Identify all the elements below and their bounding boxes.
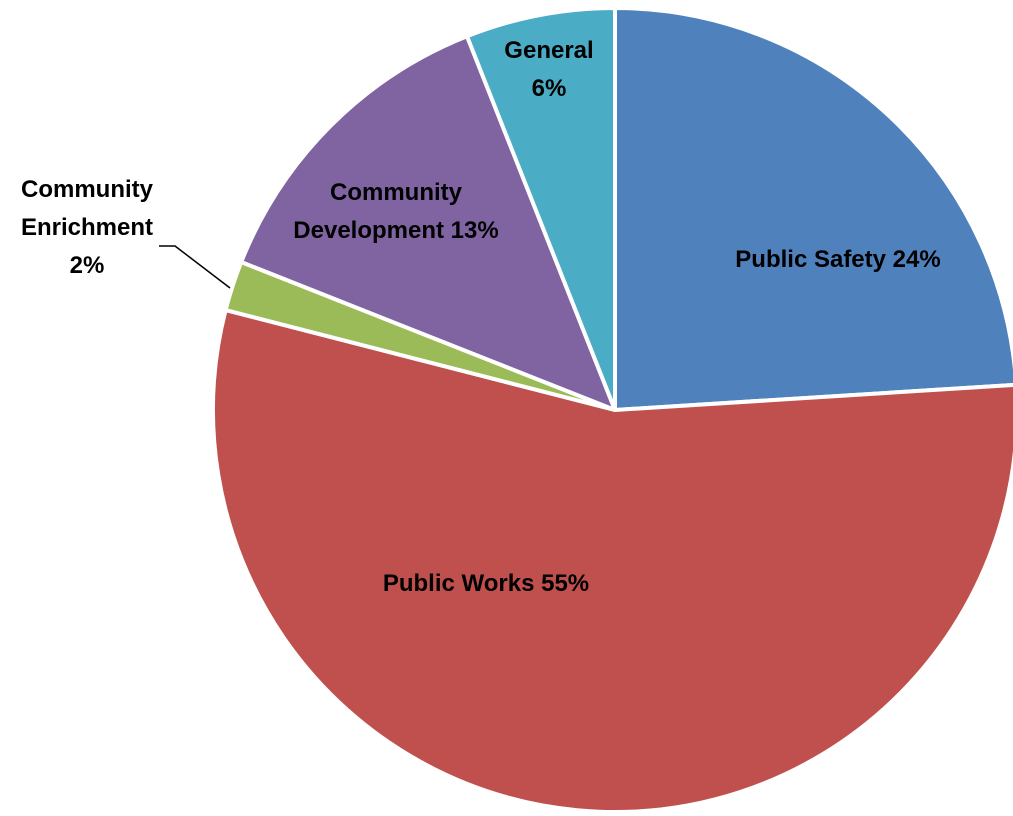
slice-label-general: General 6% — [504, 37, 593, 102]
slice-label-community-enrichment: Community Enrichment 2% — [21, 176, 154, 279]
pie-slice-general — [465, 6, 617, 412]
slice-label-line: 2% — [70, 252, 105, 279]
leader-line-community-enrichment — [159, 245, 231, 289]
slice-label-line: Enrichment — [21, 214, 153, 241]
slice-label-public-safety: Public Safety 24% — [735, 246, 940, 273]
slice-label-line: Public Safety 24% — [735, 246, 940, 273]
pie-slice-public-works — [211, 308, 1013, 814]
slice-label-line: General — [504, 37, 593, 64]
labels-layer: Public Safety 24% Public Works 55% Communi… — [21, 37, 941, 597]
slice-label-community-development: Community Development 13% — [293, 179, 498, 244]
pie-slice-community-development — [239, 34, 617, 412]
slice-label-line: Public Works 55% — [383, 570, 589, 597]
slices-layer — [211, 6, 1013, 814]
slice-label-line: Community — [330, 179, 463, 206]
slice-label-line: 6% — [532, 75, 567, 102]
slice-label-line: Community — [21, 176, 154, 203]
slice-label-public-works: Public Works 55% — [383, 570, 589, 597]
pie-slice-public-safety — [613, 6, 1013, 412]
slice-label-line: Development 13% — [293, 217, 498, 244]
